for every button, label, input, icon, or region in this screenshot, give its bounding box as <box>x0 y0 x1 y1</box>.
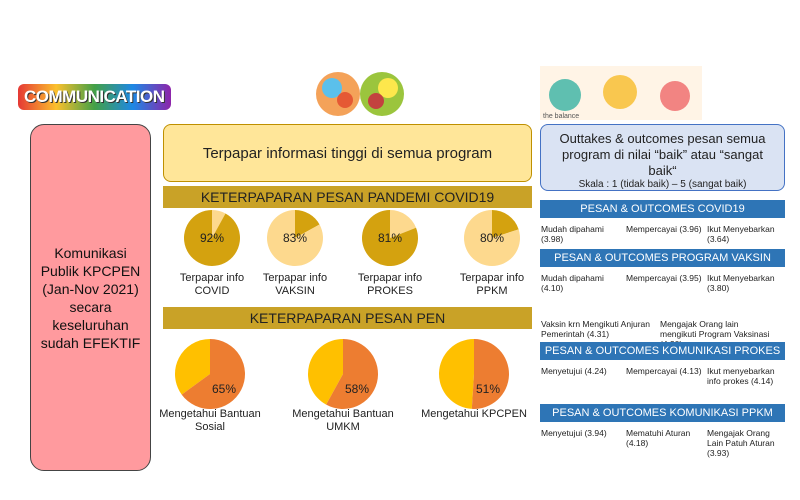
section-header: PESAN & OUTCOMES KOMUNIKASI PPKM <box>540 404 785 422</box>
outcome-item: Menyetujui (4.24) <box>541 363 621 376</box>
pie-rest <box>390 210 417 238</box>
outcome-item: Mengajak Orang Lain Patuh Aturan (3.93) <box>707 425 787 458</box>
outcome-label: Mempercayai (3.95) <box>626 273 702 283</box>
pie-rest <box>438 339 474 409</box>
pie-caption: Terpapar info PROKES <box>357 272 423 297</box>
pie-caption: Mengetahui Bantuan UMKM <box>292 408 394 433</box>
outcome-item: Menyetujui (3.94) <box>541 425 621 438</box>
outcome-item: Ikut menyebarkan info prokes (4.14) <box>707 363 787 386</box>
summary-line: sudah EFEKTIF <box>40 334 141 351</box>
outcome-item: Vaksin krn Mengikuti Anjuran Pemerintah … <box>541 316 656 339</box>
outcomes-title: Outtakes & outcomes pesan semua program … <box>559 131 766 178</box>
summary-line: secara <box>69 298 112 315</box>
pie-slice <box>471 339 509 410</box>
section-banner: KETERPAPARAN PESAN PANDEMI COVID19 <box>163 186 532 208</box>
pie-caption: Terpapar info PPKM <box>459 272 525 297</box>
section-banner: KETERPAPARAN PESAN PEN <box>163 307 532 329</box>
outcome-label: Mempercayai (3.96) <box>626 224 702 234</box>
summary-line: Komunikasi <box>54 244 127 261</box>
pie-slice <box>464 210 520 266</box>
summary-line: (Jan-Nov 2021) <box>42 280 139 297</box>
outcomes-box: Outtakes & outcomes pesan semua program … <box>540 124 785 191</box>
summary-line: Publik KPCPEN <box>40 262 141 279</box>
outcome-label: Mudah dipahami (4.10) <box>541 273 604 293</box>
pie-rest <box>492 210 519 238</box>
outcome-item: Mematuhi Aturan (4.18) <box>626 425 706 448</box>
section-header: PESAN & OUTCOMES KOMUNIKASI PROKES <box>540 342 785 360</box>
pie-rest <box>295 210 320 238</box>
headline: Terpapar informasi tinggi di semua progr… <box>163 124 532 182</box>
pie-slice <box>326 339 378 410</box>
outcome-label: Mempercayai (4.13) <box>626 366 702 376</box>
pie-label: 58% <box>345 382 369 396</box>
outcome-label: Ikut Menyebarkan (3.64) <box>707 224 775 244</box>
pie-slice <box>181 339 245 409</box>
pie-slice <box>362 210 419 266</box>
outcome-item: Ikut Menyebarkan (3.80) <box>707 270 787 293</box>
pie-caption: Terpapar info VAKSIN <box>262 272 328 297</box>
pie-rest <box>175 339 210 395</box>
pie-caption: Mengetahui KPCPEN <box>421 408 527 420</box>
outcome-label: Ikut Menyebarkan (3.80) <box>707 273 775 293</box>
scale-note: Skala : 1 (tidak baik) – 5 (sangat baik) <box>578 179 747 190</box>
pie-caption: Terpapar info COVID <box>179 272 245 297</box>
summary-box: Komunikasi Publik KPCPEN (Jan-Nov 2021) sec… <box>30 124 151 471</box>
outcome-item: Mudah dipahami (3.98) <box>541 221 621 244</box>
pie-slice <box>184 210 240 266</box>
section-header: PESAN & OUTCOMES PROGRAM VAKSIN <box>540 249 785 267</box>
outcome-item: Mempercayai (3.96) <box>626 221 706 234</box>
outcome-item: Mempercayai (3.95) <box>626 270 706 283</box>
outcome-item: Mempercayai (4.13) <box>626 363 706 376</box>
pie-caption: Mengetahui Bantuan Sosial <box>159 408 261 433</box>
outcome-label: Mudah dipahami (3.98) <box>541 224 604 244</box>
outcome-label: Menyetujui (3.94) <box>541 428 607 438</box>
people-illustration <box>540 66 702 120</box>
pie-label: 51% <box>476 382 500 396</box>
pie-label: 83% <box>283 231 307 245</box>
image-caption: the balance <box>543 113 580 120</box>
outcome-label: Menyetujui (4.24) <box>541 366 607 376</box>
logo: COMMUNICATION <box>18 84 171 110</box>
pie-rest <box>308 339 343 405</box>
pie-label: 92% <box>200 231 224 245</box>
outcome-label: Mematuhi Aturan (4.18) <box>626 428 691 448</box>
pie-label: 65% <box>212 382 236 396</box>
outcome-label: Vaksin krn Mengikuti Anjuran Pemerintah … <box>541 319 650 339</box>
summary-line: keseluruhan <box>52 316 129 333</box>
pie-slice <box>267 210 324 267</box>
section-header: PESAN & OUTCOMES COVID19 <box>540 200 785 218</box>
outcome-label: Mengajak Orang Lain Patuh Aturan (3.93) <box>707 428 775 458</box>
pie-label: 81% <box>378 231 402 245</box>
pie-label: 80% <box>480 231 504 245</box>
outcome-item: Ikut Menyebarkan (3.64) <box>707 221 787 244</box>
brain-illustration <box>316 72 404 116</box>
pie-rest <box>212 210 226 238</box>
outcome-label: Ikut menyebarkan info prokes (4.14) <box>707 366 775 386</box>
outcome-item: Mudah dipahami (4.10) <box>541 270 621 293</box>
